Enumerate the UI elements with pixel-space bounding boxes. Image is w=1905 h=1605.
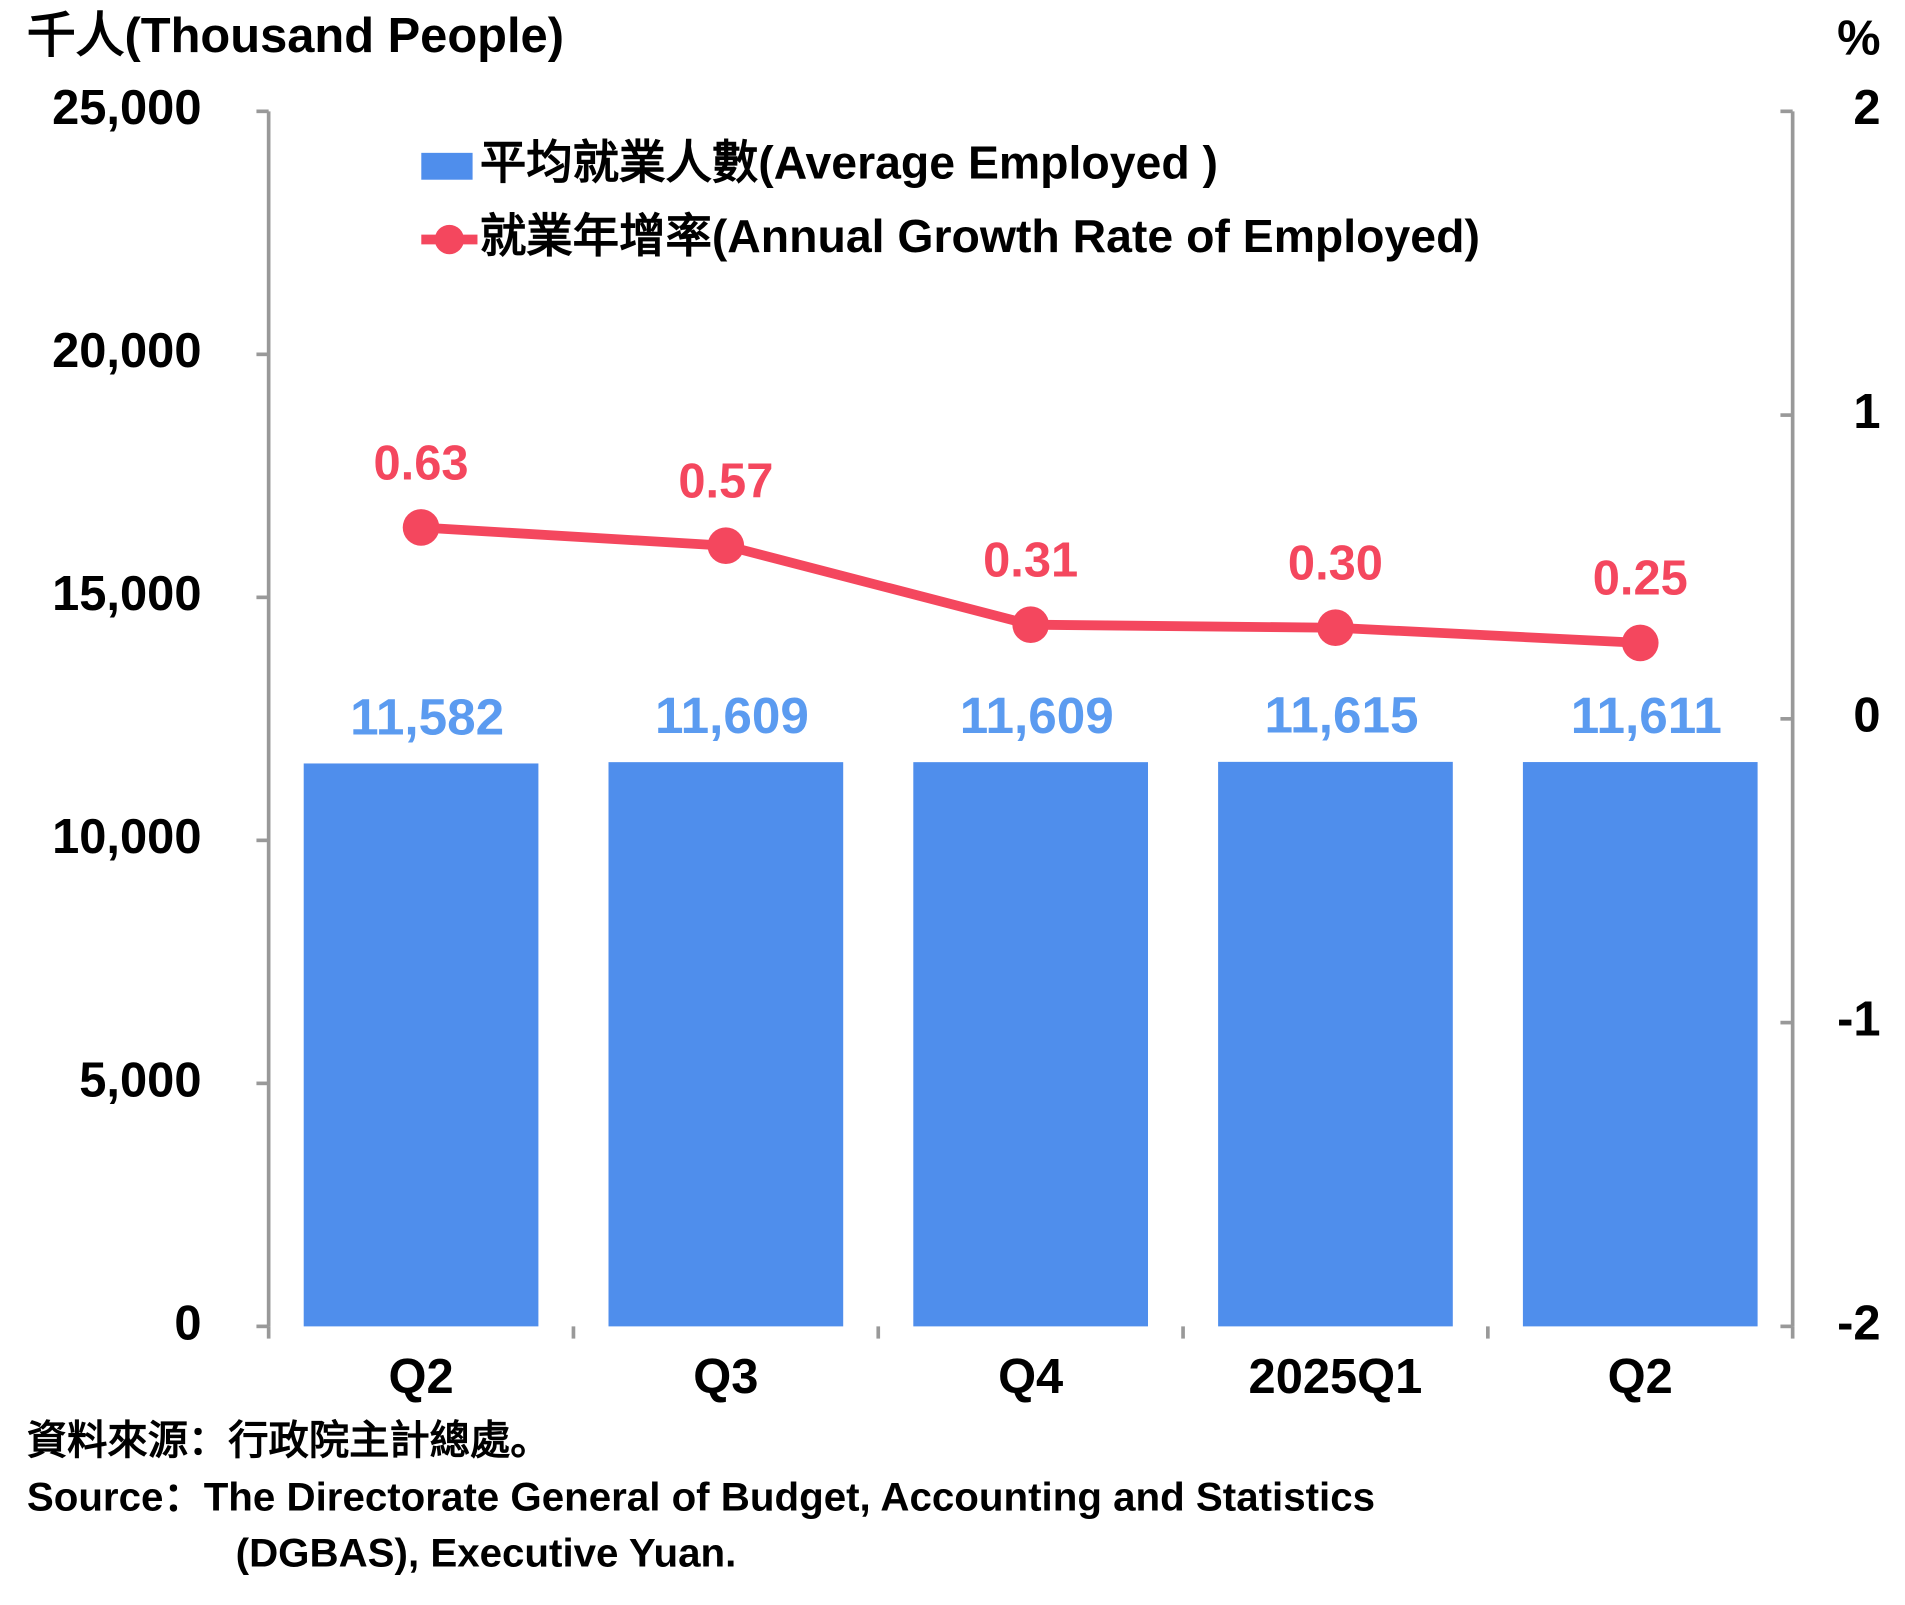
y-tick-label: 25,000 [52, 81, 201, 135]
bar [1218, 761, 1453, 1327]
line-value-label: 0.57 [678, 455, 773, 509]
y2-tick-label: -1 [1837, 993, 1880, 1047]
y2-axis-label: % [1837, 12, 1880, 66]
line-point [1317, 609, 1354, 647]
x-tick-label: Q4 [998, 1350, 1063, 1404]
bar-value-label: 11,609 [960, 687, 1114, 744]
x-tick-label: Q2 [388, 1350, 453, 1404]
bar-value-label: 11,582 [350, 688, 504, 745]
y2-tick-label: -2 [1837, 1296, 1880, 1350]
bar-value-label: 11,609 [655, 687, 809, 744]
line-point [1621, 624, 1659, 662]
y-tick-label: 5,000 [79, 1053, 201, 1107]
bar [913, 762, 1149, 1327]
y-tick-label: 20,000 [52, 324, 201, 378]
bar-value-label: 11,611 [1571, 687, 1722, 744]
y-tick-label: 15,000 [52, 567, 201, 621]
bar [303, 763, 539, 1327]
line-point [1012, 606, 1049, 644]
x-tick-label: 2025Q1 [1249, 1350, 1423, 1404]
y2-tick-label: 2 [1853, 81, 1880, 135]
source-note: (DGBAS), Executive Yuan. [236, 1531, 737, 1576]
line-value-label: 0.30 [1288, 537, 1383, 591]
legend-label: 就業年增率(Annual Growth Rate of Employed) [480, 210, 1480, 262]
y-tick-label: 10,000 [52, 810, 201, 864]
y-axis-label: 千人(Thousand People) [27, 9, 564, 63]
line-value-label: 0.31 [983, 534, 1078, 588]
legend-label: 平均就業人數(Average Employed ) [480, 137, 1218, 189]
legend-swatch [421, 152, 473, 180]
source-note: Source：The Directorate General of Budget… [27, 1474, 1375, 1519]
x-tick-label: Q3 [693, 1350, 758, 1404]
y-tick-label: 0 [174, 1296, 201, 1350]
x-tick-label: Q2 [1608, 1350, 1673, 1404]
line-point [707, 527, 745, 565]
line-value-label: 0.63 [374, 436, 469, 490]
bar [1522, 762, 1758, 1327]
y2-tick-label: 1 [1853, 385, 1880, 439]
line-point [402, 509, 440, 546]
bar [608, 762, 844, 1327]
y2-tick-label: 0 [1853, 689, 1880, 743]
bar-value-label: 11,615 [1265, 687, 1419, 744]
source-note: 資料來源：行政院主計總處。 [27, 1418, 551, 1463]
legend-swatch [434, 224, 465, 255]
line-value-label: 0.25 [1593, 552, 1688, 606]
